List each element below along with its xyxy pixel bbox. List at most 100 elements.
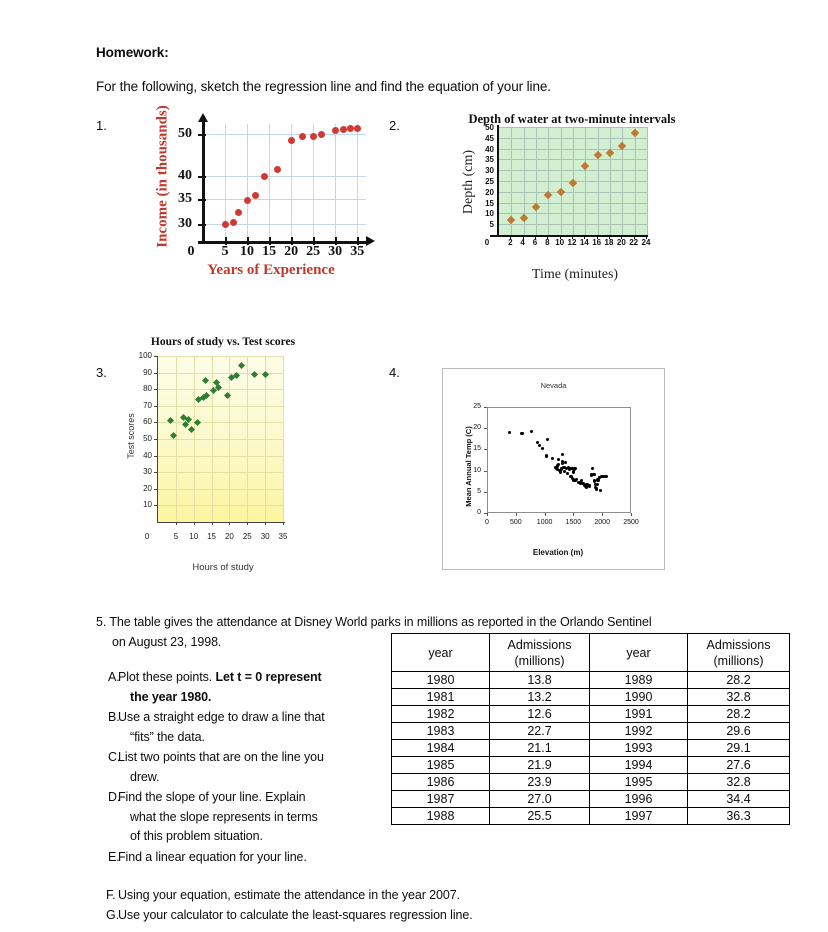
chart3-gridline-h [158, 505, 283, 507]
chart4-y-tick [484, 428, 487, 430]
chart1-data-point [243, 196, 251, 204]
chart3-gridline-h [158, 422, 283, 424]
chart4-data-point [541, 447, 545, 451]
chart2-x-tick-label: 12 [567, 238, 577, 247]
chart4-x-tick [515, 513, 517, 516]
table-cell-year: 1992 [589, 722, 688, 740]
chart3-data-point [193, 418, 201, 426]
chart3-x-tick [283, 522, 284, 525]
chart4-data-point [538, 443, 542, 447]
problem-number-2: 2. [389, 118, 400, 133]
table-cell-year: 1996 [589, 790, 688, 808]
chart3-x-axis-label: Hours of study [192, 562, 254, 573]
chart4-data-point [571, 478, 575, 482]
chart3-gridline-h [158, 389, 283, 391]
table-row: 1980 13.8 1989 28.2 [391, 671, 790, 689]
chart1-data-point [346, 125, 354, 132]
chart4-data-point [565, 471, 570, 475]
chart1-x-tick-label: 35 [350, 244, 365, 259]
chart2-gridline-h [499, 224, 647, 226]
problem5-task-text: Plot these points. [118, 670, 216, 684]
chart4-data-point [564, 466, 568, 470]
problem5-intro-line1: 5. The table gives the attendance at Dis… [96, 615, 652, 629]
chart3-x-tick-label: 35 [278, 532, 288, 541]
chart3-x-tick [265, 522, 267, 525]
table-cell-admissions: 25.5 [489, 807, 590, 825]
chart4-data-point [579, 478, 583, 483]
table-row: 1981 13.2 1990 32.8 [391, 688, 790, 706]
chart4-data-point [560, 461, 564, 466]
chart3-gridline-h [158, 356, 283, 357]
chart4-y-tick-label: 0 [477, 509, 481, 516]
chart2-gridline-h [499, 159, 647, 161]
chart4-plot-area [487, 407, 631, 513]
chart3-x-tick [193, 522, 195, 525]
chart1-y-axis [202, 120, 205, 244]
table-cell-year: 1987 [391, 790, 490, 808]
chart2-data-point [556, 187, 565, 197]
table-cell-year: 1981 [391, 688, 490, 706]
chart4-data-point [561, 453, 565, 457]
chart2-y-tick-label: 50 [485, 123, 494, 132]
chart4-y-tick [484, 470, 487, 472]
chart4-data-point [529, 429, 533, 433]
table-body: 1980 13.8 1989 28.2 1981 13.2 1990 32.8 1982 12.6… [391, 671, 790, 825]
chart4-data-point [585, 482, 589, 486]
chart3-y-tick-label: 40 [143, 450, 152, 460]
chart4-data-point [592, 479, 597, 483]
chart3-gridline-h [158, 439, 283, 440]
problem5-task-marker: E. [108, 849, 120, 864]
chart4-y-tick-label: 5 [477, 487, 481, 495]
chart3-x-tick [211, 522, 213, 525]
chart1-data-point [234, 209, 242, 216]
chart4-data-point [557, 463, 561, 467]
chart3-x-tick-label: 20 [224, 532, 234, 541]
table-cell-admissions: 13.8 [489, 671, 590, 689]
chart1-x-tick [225, 237, 228, 245]
chart2-x-tick [559, 235, 561, 239]
problem5-task-marker: C. [108, 750, 121, 764]
table-cell-year: 1997 [589, 807, 688, 825]
table-cell-year: 1988 [391, 807, 490, 825]
chart4-data-point [563, 469, 567, 473]
chart4-data-point [561, 459, 565, 464]
chart2-x-tick-label: 8 [545, 238, 550, 247]
chart4-y-tick [484, 449, 487, 451]
chart1-x-tick-label: 10 [240, 244, 255, 259]
chart4-data-point [593, 483, 597, 487]
problem5-task-body: List two points that are on the line you… [118, 748, 396, 787]
problem5-intro-line2: on August 23, 1998. [112, 635, 222, 649]
chart1-x-tick [357, 237, 360, 245]
problem5-task-body: Find a linear equation for your line. [118, 848, 396, 868]
chart1-x-tick [247, 237, 250, 245]
chart4-x-tick-label: 2500 [623, 519, 639, 526]
chart4-y-tick [484, 491, 487, 493]
chart1-plot-area [203, 124, 366, 236]
chart4-data-point [594, 485, 598, 489]
chart4-data-point [555, 464, 559, 468]
chart1-x-tick-label: 15 [262, 244, 277, 259]
chart2-gridline-h [499, 191, 647, 193]
chart4-data-point [562, 465, 566, 469]
chart1-data-point [318, 130, 326, 138]
header-admissions-left-line2: (millions) [514, 653, 565, 668]
chart4-x-tick-label: 1000 [536, 519, 553, 526]
chart4-data-point [558, 470, 563, 475]
chart1-gridline-v [225, 124, 227, 236]
chart3-y-tick [154, 488, 157, 490]
problem5-task-text: Use a straight edge to draw a line that [118, 710, 325, 724]
chart2-gridline-h [499, 127, 647, 128]
chart2-gridline-v [647, 127, 648, 235]
chart1-x-tick [335, 237, 338, 245]
chart1-origin-label: 0 [187, 244, 195, 259]
chart1-gridline-v [247, 124, 249, 236]
chart1-y-tick [198, 176, 206, 178]
chart4-data-point [576, 480, 581, 484]
table-cell-admissions: 36.3 [687, 807, 790, 825]
problem5-task-list-tail: F. Using your equation, estimate the atte… [96, 885, 736, 925]
table-cell-admissions: 27.0 [489, 790, 590, 808]
chart4-x-axis-label: Elevation (m) [532, 548, 584, 557]
chart2-x-tick-label: 16 [592, 238, 602, 247]
table-row: 1987 27.0 1996 34.4 [391, 790, 790, 808]
chart4-data-point [596, 478, 600, 482]
